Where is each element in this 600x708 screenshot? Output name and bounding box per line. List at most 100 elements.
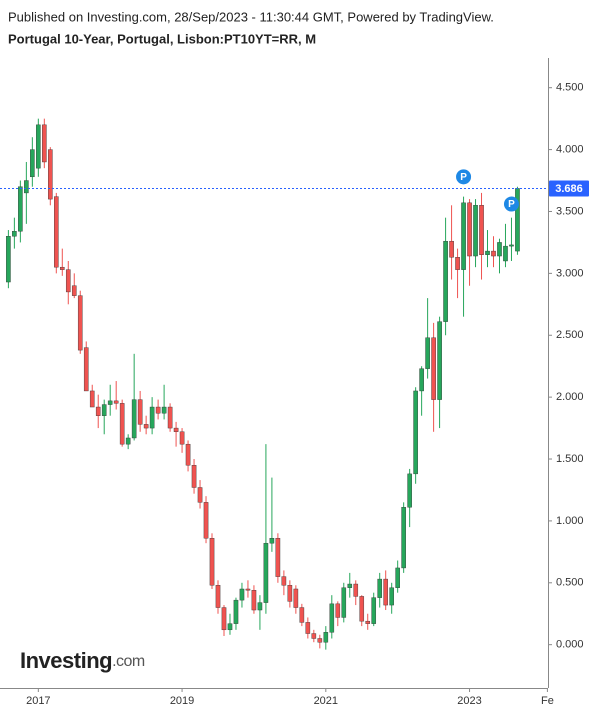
y-tick-label: 3.000 (556, 267, 584, 279)
candle-body (263, 542, 269, 603)
candle-body (89, 390, 95, 408)
candle-body (119, 403, 125, 445)
candle-body (299, 607, 305, 623)
candle-body (275, 538, 281, 577)
y-tick-label: 4.000 (556, 143, 584, 155)
logo-name: Investing (20, 648, 112, 673)
y-tick-label: 3.500 (556, 205, 584, 217)
candle-body (293, 588, 299, 608)
candle-body (509, 244, 514, 247)
candle-body (497, 242, 502, 257)
candle-body (48, 149, 53, 200)
candle-body (419, 368, 424, 392)
candle-body (197, 487, 203, 503)
candle-body (24, 180, 29, 194)
candle-body (269, 538, 275, 544)
candle-body (12, 231, 17, 237)
candle-body (227, 623, 233, 631)
published-line: Published on Investing.com, 28/Sep/2023 … (8, 9, 494, 24)
y-tick-label: 0.500 (556, 577, 584, 589)
candle-body (317, 638, 323, 643)
candle-body (30, 149, 35, 178)
plot-area (6, 118, 520, 650)
candle-body (413, 390, 418, 475)
candle-body (18, 186, 23, 232)
candle-body (239, 588, 245, 601)
candle-body (113, 400, 119, 404)
candle-body (71, 285, 77, 296)
candle-body (65, 269, 71, 293)
candle-body (287, 585, 293, 602)
candle-body (515, 188, 520, 252)
candle-body (359, 596, 365, 622)
candle-body (221, 607, 227, 631)
candle-body (353, 583, 359, 597)
candle-body (155, 406, 161, 414)
candle-body (59, 266, 65, 270)
candle-body (323, 632, 329, 643)
candle-body (341, 587, 347, 618)
x-tick-label: 2017 (26, 695, 50, 707)
y-tick-label: 4.500 (556, 82, 584, 94)
marker (456, 169, 472, 185)
candle-body (281, 576, 287, 586)
candle-body (173, 427, 179, 432)
logo-suffix: .com (112, 653, 145, 670)
candle-body (149, 406, 155, 429)
candle-body (395, 567, 400, 588)
candle-body (365, 620, 371, 624)
candle-body (101, 404, 107, 416)
candle-body (107, 400, 113, 405)
candle-body (401, 507, 406, 569)
candle-body (233, 599, 239, 624)
y-tick-label: 2.500 (556, 329, 584, 341)
candle-body (209, 538, 215, 586)
candle-body (185, 443, 191, 466)
y-tick-label: 1.000 (556, 515, 584, 527)
candle-body (425, 337, 430, 369)
last-price-label: 3.686 (555, 183, 583, 195)
candle-body (161, 406, 167, 414)
candle-body (503, 245, 508, 262)
candle-body (311, 633, 317, 639)
candle-body (251, 590, 257, 611)
candle-body (329, 603, 335, 633)
candle-body (407, 473, 412, 508)
candle-body (77, 295, 83, 351)
marker-label: P (460, 172, 467, 183)
candle-body (461, 202, 466, 270)
y-tick-label: 2.000 (556, 391, 584, 403)
candle-body (137, 399, 143, 425)
candle-body (167, 406, 173, 429)
candle-body (6, 236, 11, 283)
candle-body (215, 585, 221, 608)
candle-body (347, 583, 353, 588)
candle-body (191, 465, 197, 488)
candle-body (54, 196, 59, 268)
candle-body (257, 602, 263, 611)
x-tick-label: 2019 (170, 695, 194, 707)
candle-body (335, 603, 341, 618)
candle-body (437, 321, 442, 400)
last-price-box (549, 180, 589, 197)
candle-body (371, 597, 377, 624)
candle-body (389, 587, 394, 606)
candle-body (383, 578, 388, 606)
candle-body (377, 578, 383, 598)
candle-body (125, 437, 131, 445)
candle-body (36, 124, 41, 169)
x-tick-label: 2021 (314, 695, 338, 707)
y-tick-label: 0.000 (556, 639, 584, 651)
marker-label: P (508, 199, 515, 210)
candle-body (305, 622, 311, 634)
marker (503, 196, 519, 212)
logo: Investing.com (20, 648, 145, 673)
candle-body (83, 347, 89, 392)
candle-body (42, 124, 47, 163)
candle-body (473, 205, 478, 257)
candle-body (479, 205, 484, 255)
candle-body (245, 588, 251, 591)
x-tick-label: 2023 (457, 695, 481, 707)
candle-body (179, 431, 185, 445)
